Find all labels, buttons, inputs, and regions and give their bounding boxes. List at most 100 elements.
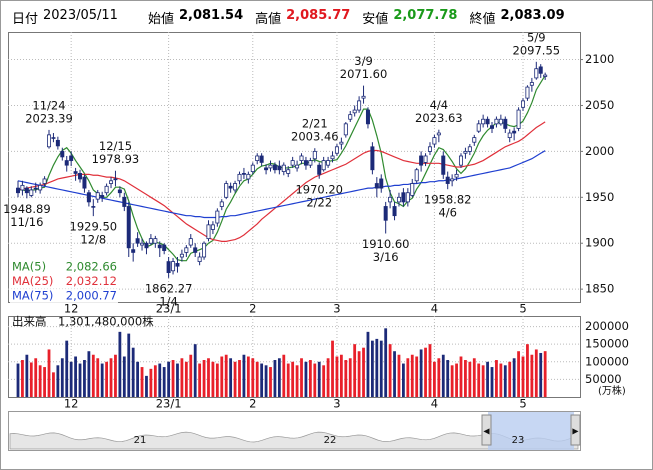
candle-body (427, 146, 432, 152)
annotation-value: 1970.20 (295, 182, 343, 196)
candle-body (396, 196, 401, 203)
volume-bar (56, 365, 60, 397)
volume-bar (34, 358, 38, 397)
volume-bar (25, 354, 29, 397)
volume-bar (78, 363, 82, 397)
candle-body (109, 180, 114, 184)
volume-bar (402, 363, 405, 397)
candle-body (512, 130, 517, 134)
candle-body (410, 183, 415, 196)
volume-bar (260, 363, 264, 397)
navigator-label: 22 (324, 435, 337, 446)
header-label: 安値 (362, 12, 389, 27)
candle-body (237, 173, 242, 182)
volume-bar (433, 361, 436, 397)
candle-body (153, 238, 158, 244)
volume-bar (198, 363, 202, 397)
volume-bar (304, 361, 308, 397)
volume-bar (282, 354, 286, 397)
volume-bar (145, 375, 148, 397)
candle-body (24, 187, 29, 194)
volume-bar (357, 351, 361, 397)
volume-bar (189, 354, 193, 397)
header: 日付 2023/05/11 始値 2,081.54 高値 2,085.77 安値 2,07… (12, 8, 577, 27)
candle-body (210, 224, 215, 230)
header-label: 終値 (469, 12, 496, 27)
annotation-date: 4/4 (430, 98, 449, 112)
volume-bar (295, 365, 299, 397)
candle-body (481, 118, 486, 125)
y-tick-label: 1850 (585, 282, 614, 296)
volume-bar (450, 365, 454, 397)
annotation-value: 1958.82 (424, 193, 472, 207)
annotation-date: 11/24 (32, 98, 65, 112)
candle-body (498, 118, 503, 125)
candle-body (281, 164, 286, 172)
candle-body (529, 82, 534, 86)
volume-bar (388, 344, 392, 397)
volume-bar (397, 354, 401, 397)
volume-tick-label: 150000 (585, 337, 629, 351)
volume-bar (379, 340, 383, 397)
candle-body (445, 176, 450, 184)
annotation-date: 3/9 (354, 54, 373, 68)
candle-body (224, 183, 229, 198)
volume-bar (410, 354, 414, 397)
volume-bar (477, 363, 481, 397)
volume-bar (375, 338, 379, 397)
volume-bar (362, 347, 365, 397)
volume-bar (38, 365, 42, 397)
volume-bar (521, 356, 525, 397)
volume-bar (446, 360, 450, 397)
candle-body (516, 109, 521, 129)
candle-body (521, 100, 526, 108)
annotation-value: 2023.63 (415, 111, 463, 125)
volume-bar (91, 354, 95, 397)
date: 2023/05/11 (43, 8, 118, 23)
volume-bar (21, 360, 24, 397)
candle-body (175, 263, 180, 267)
volume-bar (419, 349, 423, 397)
candle-body (450, 178, 455, 182)
candle-body (29, 189, 34, 196)
volume-bar (472, 358, 476, 397)
volume-bar (193, 344, 197, 397)
candle-body (15, 187, 20, 194)
annotation-date: 4/6 (438, 206, 457, 220)
navigator-handle[interactable] (481, 414, 492, 446)
volume-bar (69, 361, 73, 397)
annotation-value: 1910.60 (362, 237, 410, 251)
candle-body (401, 192, 406, 203)
navigator-arrow: ◀ (483, 427, 490, 436)
candle-body (330, 155, 335, 160)
candle-body (64, 160, 69, 166)
candle-body (361, 95, 366, 99)
volume-bar (167, 361, 171, 397)
candle-body (503, 118, 508, 129)
volume-bar (100, 363, 104, 397)
header-value: 2,085.77 (286, 8, 351, 23)
candle-body (55, 139, 60, 147)
legend-value: 2,032.12 (66, 274, 117, 288)
annotation-date: 5/9 (527, 30, 546, 44)
volume-bar (339, 354, 343, 397)
navigator-handle[interactable] (570, 414, 581, 446)
volume-bar (384, 328, 388, 397)
volume-bar (83, 360, 86, 397)
volume-bar (229, 358, 233, 397)
volume-bar (455, 363, 458, 397)
volume-bar (415, 356, 419, 397)
candle-body (458, 155, 463, 166)
volume-bar (127, 333, 131, 397)
volume-bar (207, 358, 210, 397)
volume-bar (530, 354, 534, 397)
volume-bar (464, 360, 467, 397)
candle-body (219, 201, 224, 207)
volume-bar (264, 365, 268, 397)
volume-bar (184, 361, 188, 397)
candle-body (250, 164, 255, 172)
volume-bar (242, 354, 246, 397)
annotation-value: 2023.39 (25, 111, 73, 125)
volume-bar (534, 349, 538, 397)
